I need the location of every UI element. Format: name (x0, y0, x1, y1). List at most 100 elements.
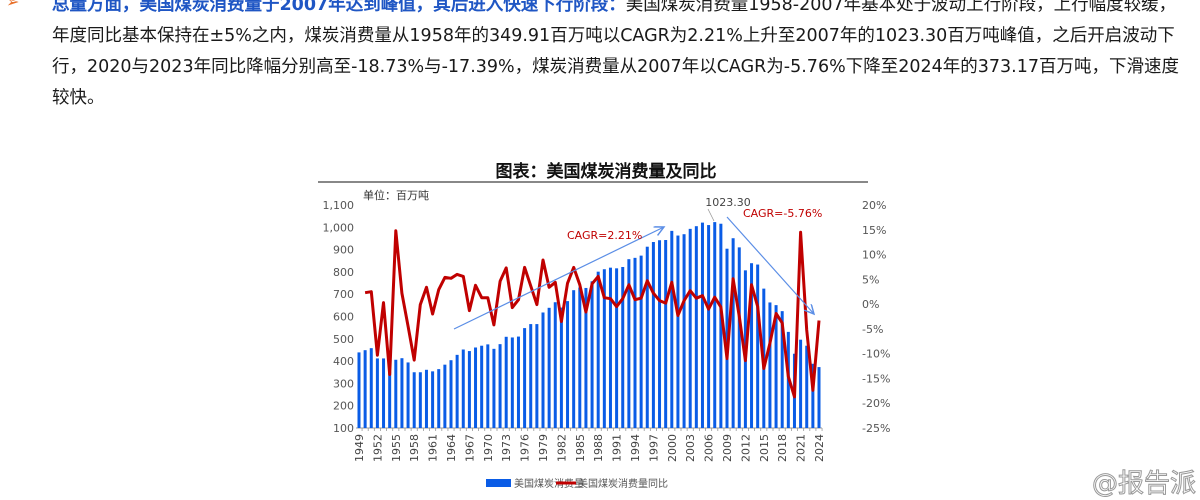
left-axis-tick-label: 200 (333, 400, 354, 413)
bar-1984 (572, 290, 575, 428)
bar-1956 (400, 358, 403, 428)
bar-1964 (450, 360, 453, 428)
right-axis-tick-label: 15% (862, 224, 886, 237)
x-axis-tick-label: 1970 (482, 434, 495, 462)
bar-1996 (646, 247, 649, 428)
bar-2000 (670, 231, 673, 428)
bar-1973 (505, 337, 508, 428)
right-axis-tick-label: 0% (862, 298, 879, 311)
bar-2003 (689, 229, 692, 428)
bar-1991 (615, 268, 618, 428)
x-axis-tick-label: 1973 (500, 434, 513, 462)
bar-1987 (591, 281, 594, 428)
x-axis-tick-label: 1961 (427, 434, 440, 462)
x-axis-tick-label: 1994 (629, 434, 642, 462)
x-axis-tick-label: 1985 (574, 434, 587, 462)
bar-2002 (683, 234, 686, 428)
legend-line-label: 美国煤炭消费量同比 (578, 477, 668, 490)
left-axis-tick-label: 700 (333, 288, 354, 301)
left-axis-tick-label: 600 (333, 311, 354, 324)
bar-1959 (419, 372, 422, 428)
bar-2005 (701, 223, 704, 428)
bar-1954 (388, 372, 391, 428)
bar-1998 (658, 240, 661, 428)
bar-1966 (462, 350, 465, 428)
bar-1950 (364, 350, 367, 428)
bar-2024 (818, 367, 821, 428)
cagr-down-label: CAGR=-5.76% (743, 207, 822, 220)
bar-1975 (517, 337, 520, 428)
bar-1974 (511, 337, 514, 428)
x-axis-tick-label: 2009 (721, 434, 734, 462)
bar-2021 (799, 340, 802, 428)
bar-1957 (407, 362, 410, 428)
bar-1985 (578, 288, 581, 428)
bar-1997 (652, 242, 655, 428)
bar-1951 (370, 348, 373, 428)
x-axis-tick-label: 1964 (445, 434, 458, 462)
bar-2022 (805, 346, 808, 428)
bar-1979 (542, 312, 545, 428)
bar-1978 (535, 324, 538, 428)
x-axis-tick-label: 1967 (463, 434, 476, 462)
bar-1992 (621, 267, 624, 428)
x-axis-tick-label: 1958 (408, 434, 421, 462)
bar-2001 (676, 236, 679, 428)
x-axis-tick-label: 2000 (666, 434, 679, 462)
right-axis-tick-label: 5% (862, 273, 879, 286)
bar-1972 (499, 344, 502, 428)
bar-1971 (492, 349, 495, 428)
legend-bar-swatch (486, 479, 511, 487)
bar-1999 (664, 240, 667, 428)
bar-2014 (756, 265, 759, 428)
peak-label: 1023.30 (705, 196, 751, 209)
bar-2011 (738, 247, 741, 428)
left-axis-tick-label: 500 (333, 333, 354, 346)
bar-1953 (382, 358, 385, 428)
left-axis-tick-label: 400 (333, 355, 354, 368)
right-axis-tick-label: -5% (862, 323, 883, 336)
right-axis-tick-label: -20% (862, 397, 890, 410)
watermark: @报告派 (1092, 463, 1196, 500)
bar-1994 (634, 258, 637, 428)
x-axis-tick-label: 1997 (647, 434, 660, 462)
x-axis-tick-label: 1952 (371, 434, 384, 462)
x-axis-tick-label: 1982 (555, 434, 568, 462)
x-axis-tick-label: 2012 (739, 434, 752, 462)
left-axis-tick-label: 800 (333, 266, 354, 279)
right-axis-tick-label: -15% (862, 372, 890, 385)
left-axis-tick-label: 300 (333, 377, 354, 390)
bar-1995 (640, 256, 643, 428)
bar-1970 (486, 344, 489, 428)
unit-label: 单位：百万吨 (363, 188, 429, 202)
x-axis-tick-label: 1976 (519, 434, 532, 462)
bar-1962 (437, 369, 440, 428)
x-axis-tick-label: 1991 (611, 434, 624, 462)
x-axis-tick-label: 2015 (758, 434, 771, 462)
x-axis-tick-label: 2024 (813, 434, 826, 462)
left-axis-tick-label: 100 (333, 422, 354, 435)
bar-2004 (695, 226, 698, 428)
bar-1981 (554, 302, 557, 428)
right-axis-tick-label: -25% (862, 422, 890, 435)
right-axis-tick-label: -10% (862, 348, 890, 361)
bar-2016 (768, 302, 771, 428)
bar-1955 (394, 360, 397, 428)
x-axis-tick-label: 1979 (537, 434, 550, 462)
bar-1965 (456, 355, 459, 428)
bar-2007 (713, 222, 716, 428)
bar-1990 (609, 268, 612, 428)
bar-1952 (376, 358, 379, 428)
left-axis-tick-label: 1,100 (323, 199, 355, 212)
left-axis-tick-label: 1,000 (323, 221, 355, 234)
bar-1976 (523, 328, 526, 428)
bar-1988 (597, 272, 600, 428)
bar-1949 (358, 352, 361, 428)
bar-1980 (548, 308, 551, 428)
cagr-up-label: CAGR=2.21% (567, 229, 642, 242)
x-axis-tick-label: 1955 (390, 434, 403, 462)
x-axis-tick-label: 2003 (684, 434, 697, 462)
bar-1968 (474, 347, 477, 428)
bar-1977 (529, 324, 532, 428)
x-axis-tick-label: 2021 (795, 434, 808, 462)
